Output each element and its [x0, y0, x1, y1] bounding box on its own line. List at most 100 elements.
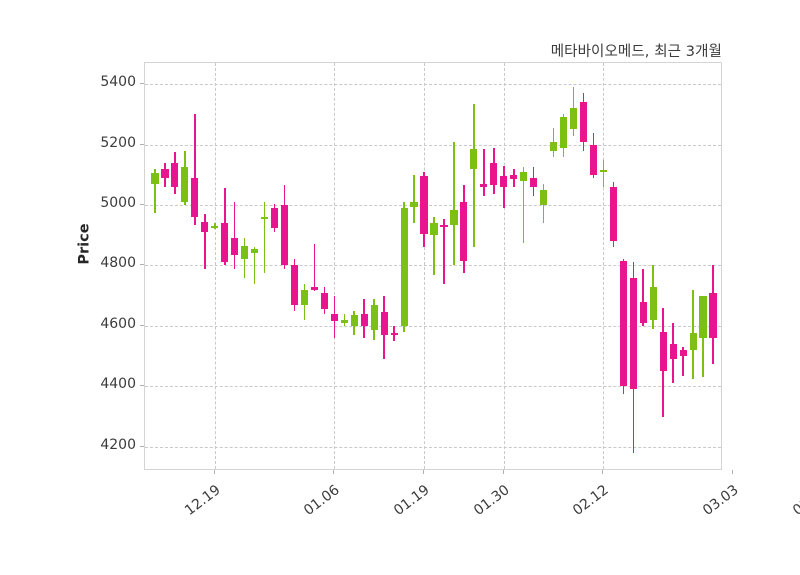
y-tick-mark [140, 83, 144, 85]
candle-body [231, 238, 239, 255]
candle-wick [154, 168, 156, 213]
x-tick-label: 02.12 [570, 482, 613, 519]
candle-body [260, 217, 269, 220]
gridline-vertical [603, 63, 605, 469]
y-tick-label: 4400 [100, 376, 136, 393]
candle-body [589, 144, 598, 175]
candle-body [689, 333, 697, 351]
y-tick-mark [140, 445, 144, 447]
candle-body [520, 171, 528, 181]
candle-body [440, 224, 448, 227]
candle-body [171, 162, 179, 187]
y-tick-mark [140, 324, 144, 326]
gridline-horizontal [145, 446, 721, 448]
gridline-horizontal [145, 205, 721, 207]
candle-body [649, 286, 657, 320]
x-tick-label: 03.16 [789, 482, 800, 519]
candle-body [569, 108, 578, 130]
gridline-vertical [424, 63, 426, 469]
candle-body [490, 162, 498, 186]
candle-body [500, 176, 508, 187]
candle-wick [502, 165, 505, 209]
candle-wick [203, 214, 206, 269]
candle-body [191, 177, 199, 218]
x-tick-label: 12.19 [181, 482, 224, 519]
candle-body [390, 333, 398, 336]
candle-body [609, 186, 617, 242]
y-tick-label: 5400 [100, 74, 136, 91]
candle-wick [443, 218, 445, 284]
candle-body [221, 223, 229, 263]
candle-body [619, 260, 627, 387]
candle-wick [473, 103, 475, 248]
y-axis-label: Price [76, 223, 93, 265]
x-tick-label: 01.06 [301, 482, 343, 519]
candle-wick [313, 244, 316, 292]
candle-wick [642, 268, 645, 326]
y-tick-mark [140, 143, 144, 145]
candle-body [330, 313, 338, 322]
candle-body [360, 313, 368, 326]
candle-body [669, 344, 677, 360]
candle-body [251, 248, 259, 254]
candle-body [181, 167, 189, 203]
candle-body [599, 170, 607, 173]
y-tick-label: 5200 [100, 134, 136, 151]
candle-body [579, 102, 588, 142]
candle-body [350, 315, 358, 326]
candle-wick [263, 202, 266, 274]
candle-body [241, 245, 249, 260]
candle-wick [413, 174, 415, 224]
candle-body [420, 176, 428, 234]
x-tick-mark [602, 470, 604, 474]
candle-body [559, 117, 568, 148]
candle-wick [682, 347, 684, 376]
x-tick-mark [333, 470, 335, 474]
x-tick-label: 01.19 [391, 482, 433, 519]
candle-body [530, 177, 538, 187]
candle-body [470, 149, 478, 169]
candle-body [659, 331, 667, 372]
y-tick-mark [140, 264, 144, 266]
candle-body [639, 301, 647, 323]
candle-wick [233, 202, 236, 269]
candle-body [290, 265, 299, 305]
candle-body [460, 202, 468, 261]
y-tick-label: 4200 [100, 436, 136, 453]
candle-body [450, 209, 458, 225]
candle-body [679, 350, 687, 357]
candle-wick [453, 141, 455, 266]
candle-body [320, 292, 328, 310]
candle-wick [393, 325, 395, 342]
candle-body [380, 312, 388, 335]
x-tick-mark [213, 470, 215, 474]
y-tick-label: 4600 [100, 315, 136, 332]
candle-body [549, 141, 558, 151]
candle-body [400, 208, 408, 326]
x-tick-label: 03.03 [699, 482, 742, 519]
y-tick-label: 4800 [100, 255, 136, 272]
candle-body [161, 168, 169, 178]
candle-body [300, 289, 309, 305]
y-tick-label: 5000 [100, 195, 136, 212]
candle-wick [194, 114, 196, 225]
x-tick-mark [502, 470, 504, 474]
candle-body [709, 292, 717, 339]
candle-body [201, 221, 209, 233]
y-tick-mark [140, 204, 144, 206]
candle-body [280, 205, 289, 266]
candle-body [270, 208, 279, 228]
gridline-horizontal [145, 84, 721, 86]
candle-body [340, 319, 348, 323]
y-tick-mark [140, 385, 144, 387]
candle-wick [602, 159, 605, 187]
candle-wick [253, 247, 256, 284]
candle-wick [483, 149, 485, 196]
candle-body [510, 174, 518, 180]
x-tick-mark [731, 470, 733, 474]
candle-body [151, 173, 159, 184]
candle-body [540, 189, 548, 206]
candle-body [699, 295, 707, 338]
candle-wick [433, 217, 435, 275]
